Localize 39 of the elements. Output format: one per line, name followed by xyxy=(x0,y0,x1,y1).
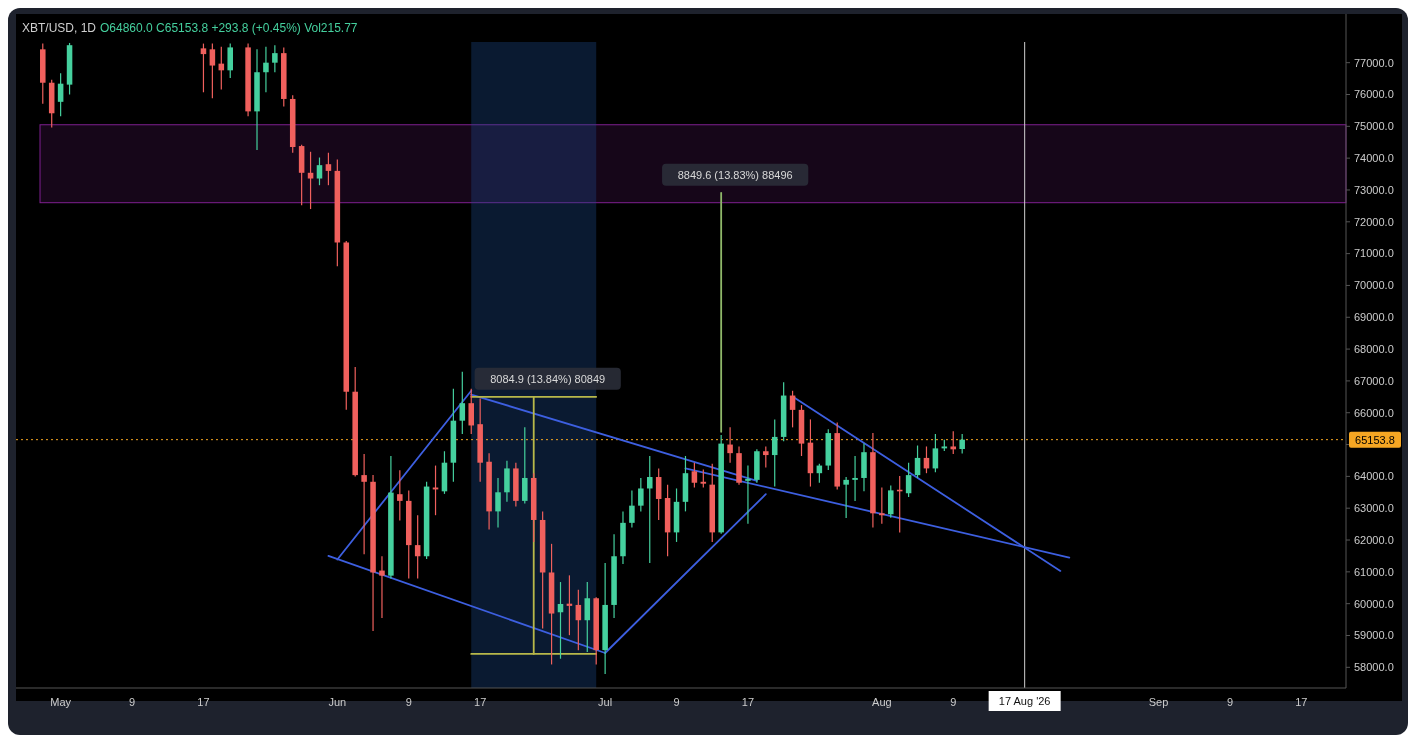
x-tick-label: 9 xyxy=(405,696,412,708)
y-tick-label: 76000.0 xyxy=(1354,88,1394,101)
y-tick-label: 73000.0 xyxy=(1354,183,1394,196)
y-tick-label: 60000.0 xyxy=(1354,597,1394,610)
chart-subtitle: O64860.0 C65153.8 +293.8 (+0.45%) Vol215.77 xyxy=(100,21,358,35)
y-tick-label: 71000.0 xyxy=(1354,247,1394,260)
x-tick-label: Sep xyxy=(1148,696,1169,708)
x-tick-label: 9 xyxy=(950,696,957,708)
x-tick-label: 17 xyxy=(474,696,487,708)
y-tick-label: 75000.0 xyxy=(1354,120,1394,133)
y-tick-label: 66000.0 xyxy=(1354,406,1394,419)
x-tick-label: 17 xyxy=(741,696,755,708)
y-tick-label: 77000.0 xyxy=(1354,56,1394,69)
x-tick-label: 17 xyxy=(1295,696,1308,708)
y-tick-label: 67000.0 xyxy=(1354,374,1394,387)
y-tick-label: 61000.0 xyxy=(1354,565,1394,578)
chart-title: XBT/USD, 1D xyxy=(22,21,97,35)
x-tick-label: 9 xyxy=(1226,696,1234,708)
y-tick-label: 58000.0 xyxy=(1354,661,1394,674)
x-tick-label: 17 xyxy=(197,696,210,708)
y-tick-label: 68000.0 xyxy=(1354,342,1394,355)
annotation: 8849.6 (13.83%) 88496 xyxy=(677,168,793,181)
y-tick-label: 69000.0 xyxy=(1354,311,1394,324)
ref-line-label: 65153.8 xyxy=(1355,433,1395,446)
x-tick-label: 9 xyxy=(673,696,680,708)
ref-line-label: 17 Aug '26 xyxy=(998,695,1051,707)
x-tick-label: 9 xyxy=(128,696,136,708)
x-tick-label: Jun xyxy=(328,696,347,708)
x-tick-label: Jul xyxy=(598,696,613,708)
y-tick-label: 59000.0 xyxy=(1354,629,1394,642)
x-tick-label: Aug xyxy=(872,696,892,708)
y-tick-label: 70000.0 xyxy=(1354,279,1394,292)
y-tick-label: 74000.0 xyxy=(1354,152,1394,164)
y-tick-label: 62000.0 xyxy=(1354,533,1394,546)
x-tick-label: May xyxy=(50,696,72,708)
annotation: 8084.9 (13.84%) 80849 xyxy=(490,372,606,385)
y-tick-label: 63000.0 xyxy=(1354,502,1394,515)
y-tick-label: 72000.0 xyxy=(1354,215,1394,228)
y-tick-label: 64000.0 xyxy=(1354,470,1394,483)
